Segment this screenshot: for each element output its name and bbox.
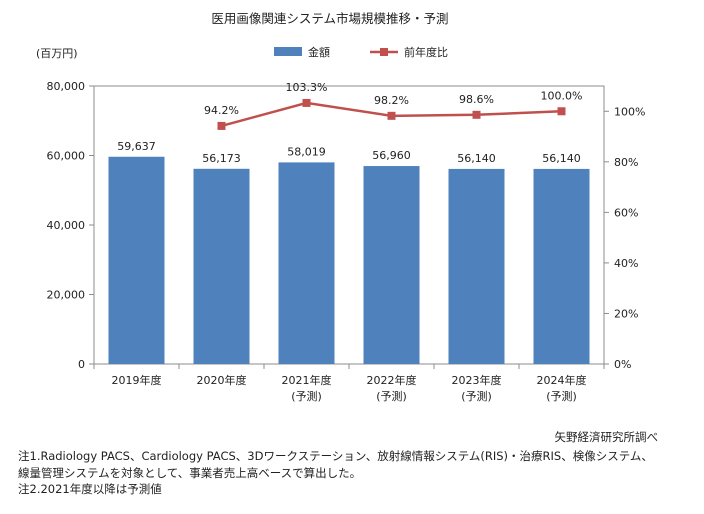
line-data-label: 98.6% <box>459 93 494 106</box>
line-point <box>302 98 311 107</box>
legend: 金額 前年度比 <box>274 45 448 59</box>
bar <box>108 156 165 364</box>
footnote-3: 注2.2021年度以降は予測値 <box>18 482 162 496</box>
bar-data-label: 56,960 <box>372 149 411 162</box>
bar <box>448 168 505 364</box>
x-tick-sublabel: (予測) <box>461 389 492 403</box>
line-point <box>217 121 226 130</box>
bar <box>363 166 420 364</box>
line-point <box>387 111 396 120</box>
source-note: 矢野経済研究所調べ <box>554 430 659 444</box>
y-right-tick-label: 60% <box>614 206 638 219</box>
x-tick-label: 2020年度 <box>197 373 247 387</box>
x-tick-label: 2019年度 <box>112 373 162 387</box>
bar-series: 59,637 56,173 58,019 56,960 56,140 56,140 <box>108 140 590 364</box>
line-data-label: 98.2% <box>374 94 409 107</box>
bar-data-label: 58,019 <box>287 145 326 158</box>
legend-swatch-marker <box>380 48 388 56</box>
footnote-2: 線量管理システムを対象として、事業者売上高ベースで算出した。 <box>18 465 362 480</box>
y-right-tick-label: 40% <box>614 257 638 270</box>
x-tick-label: 2021年度 <box>282 373 332 387</box>
y-right-tick-label: 80% <box>614 156 638 169</box>
y-left-tick-label: 80,000 <box>47 80 86 93</box>
chart-title: 医用画像関連システム市場規模推移・予測 <box>211 11 448 26</box>
footnote-1: 注1.Radiology PACS、Cardiology PACS、3Dワークス… <box>18 449 653 463</box>
bar <box>193 168 250 364</box>
y-left-tick-label: 60,000 <box>47 150 86 163</box>
line-point <box>557 107 566 116</box>
line-point <box>472 110 481 119</box>
bar-data-label: 56,140 <box>457 152 496 165</box>
x-tick-label: 2022年度 <box>367 373 417 387</box>
y-right-tick-label: 100% <box>614 105 645 118</box>
bar <box>278 162 335 364</box>
line-data-label: 103.3% <box>286 81 328 94</box>
x-tick-sublabel: (予測) <box>291 389 322 403</box>
bar <box>533 168 590 364</box>
x-tick-label: 2024年度 <box>537 373 587 387</box>
y-right-tick-label: 0% <box>614 358 631 371</box>
y-unit-label: (百万円) <box>36 47 78 60</box>
chart: 医用画像関連システム市場規模推移・予測 (百万円) 金額 前年度比 0 20,000… <box>36 11 646 403</box>
legend-swatch-bar <box>274 47 302 56</box>
bar-data-label: 56,140 <box>542 152 581 165</box>
x-tick-sublabel: (予測) <box>546 389 577 403</box>
y-left-tick-label: 0 <box>78 358 85 371</box>
plot-area-border <box>93 85 605 365</box>
x-tick-label: 2023年度 <box>452 373 502 387</box>
x-tick-sublabel: (予測) <box>376 389 407 403</box>
line-data-label: 100.0% <box>541 89 583 102</box>
legend-label-bar: 金額 <box>308 45 330 59</box>
bar-data-label: 59,637 <box>117 140 156 153</box>
line-series: 94.2% 103.3% 98.2% 98.6% 100.0% <box>204 81 582 130</box>
axes: 0 20,000 40,000 60,000 80,000 0% 20% 40% 60% 80% 1… <box>47 80 646 403</box>
y-left-tick-label: 40,000 <box>47 219 86 232</box>
footnotes: 注1.Radiology PACS、Cardiology PACS、3Dワークス… <box>18 448 688 498</box>
bar-data-label: 56,173 <box>202 152 241 165</box>
line-data-label: 94.2% <box>204 104 239 117</box>
y-right-tick-label: 20% <box>614 307 638 320</box>
y-left-tick-label: 20,000 <box>47 289 86 302</box>
legend-label-line: 前年度比 <box>404 45 448 59</box>
